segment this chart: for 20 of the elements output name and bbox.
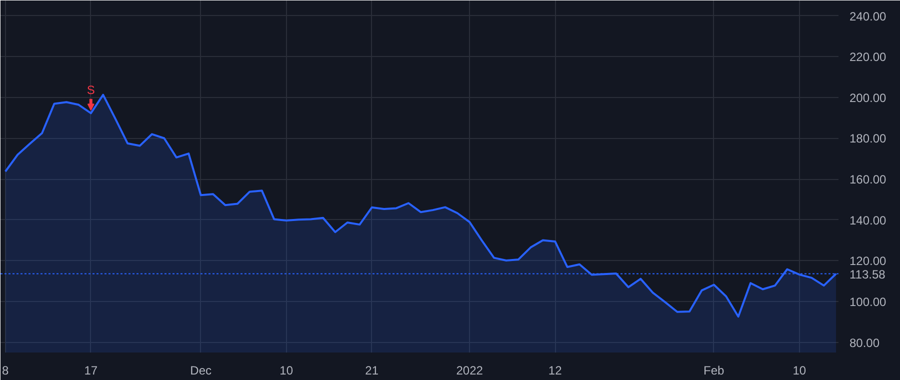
y-tick-label: 100.00	[850, 294, 887, 309]
ref-line-label: 113.58	[850, 267, 886, 282]
y-tick-label: 80.00	[850, 336, 880, 350]
y-tick-label: 140.00	[850, 213, 887, 228]
y-tick-label: 120.00	[850, 254, 887, 268]
x-tick-label: Feb	[704, 364, 725, 378]
x-tick-label: 21	[365, 364, 379, 378]
y-tick-label: 220.00	[850, 50, 887, 64]
x-tick-label: 2022	[456, 364, 484, 378]
x-tick-label: 12	[548, 364, 562, 378]
y-tick-label: 180.00	[850, 132, 887, 146]
x-tick-label: 10	[792, 364, 806, 378]
y-tick-label: 240.00	[850, 9, 887, 24]
x-tick-label: 17	[84, 364, 98, 378]
x-tick-label: 8	[2, 364, 10, 378]
x-tick-label: 10	[280, 364, 294, 378]
y-tick-label: 200.00	[850, 90, 887, 105]
annotation: S	[86, 82, 95, 97]
x-tick-label: Dec	[190, 364, 212, 378]
y-tick-label: 160.00	[850, 172, 887, 187]
